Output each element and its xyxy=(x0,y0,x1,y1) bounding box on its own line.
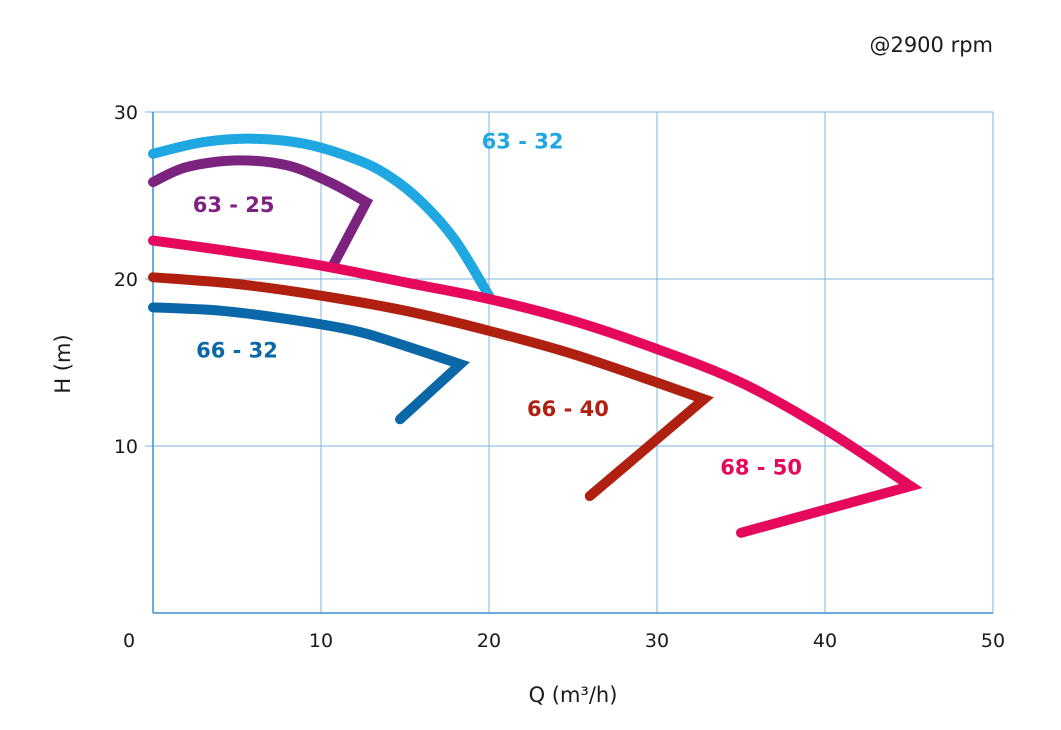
x-axis-title: Q (m³/h) xyxy=(529,683,618,707)
y-tick-label: 30 xyxy=(114,102,138,124)
series-label: 63 - 32 xyxy=(482,130,564,154)
y-axis-title: H (m) xyxy=(51,334,75,393)
x-tick-label: 40 xyxy=(813,630,837,652)
tick-labels: 0 10 20 30 40 50 10 20 30 xyxy=(114,102,1005,652)
axes xyxy=(152,112,993,614)
y-tick-label: 10 xyxy=(114,436,138,458)
x-tick-label: 0 xyxy=(123,630,135,652)
series xyxy=(148,133,923,538)
series-line xyxy=(148,272,714,502)
series-label: 66 - 32 xyxy=(196,338,278,362)
x-tick-label: 30 xyxy=(645,630,669,652)
x-tick-label: 10 xyxy=(309,630,333,652)
x-tick-label: 20 xyxy=(477,630,501,652)
series-line xyxy=(148,155,374,271)
grid xyxy=(145,111,994,613)
series-label: 63 - 25 xyxy=(193,193,275,217)
series-line xyxy=(148,235,923,538)
series-label: 66 - 40 xyxy=(527,397,609,421)
x-tick-label: 50 xyxy=(981,630,1005,652)
series-labels: 63 - 32 63 - 25 68 - 50 66 - 40 66 - 32 xyxy=(193,130,802,480)
speed-note: @2900 rpm xyxy=(869,33,993,57)
series-line xyxy=(148,302,471,425)
series-label: 68 - 50 xyxy=(720,455,802,479)
series-line xyxy=(148,133,494,301)
y-tick-label: 20 xyxy=(114,269,138,291)
